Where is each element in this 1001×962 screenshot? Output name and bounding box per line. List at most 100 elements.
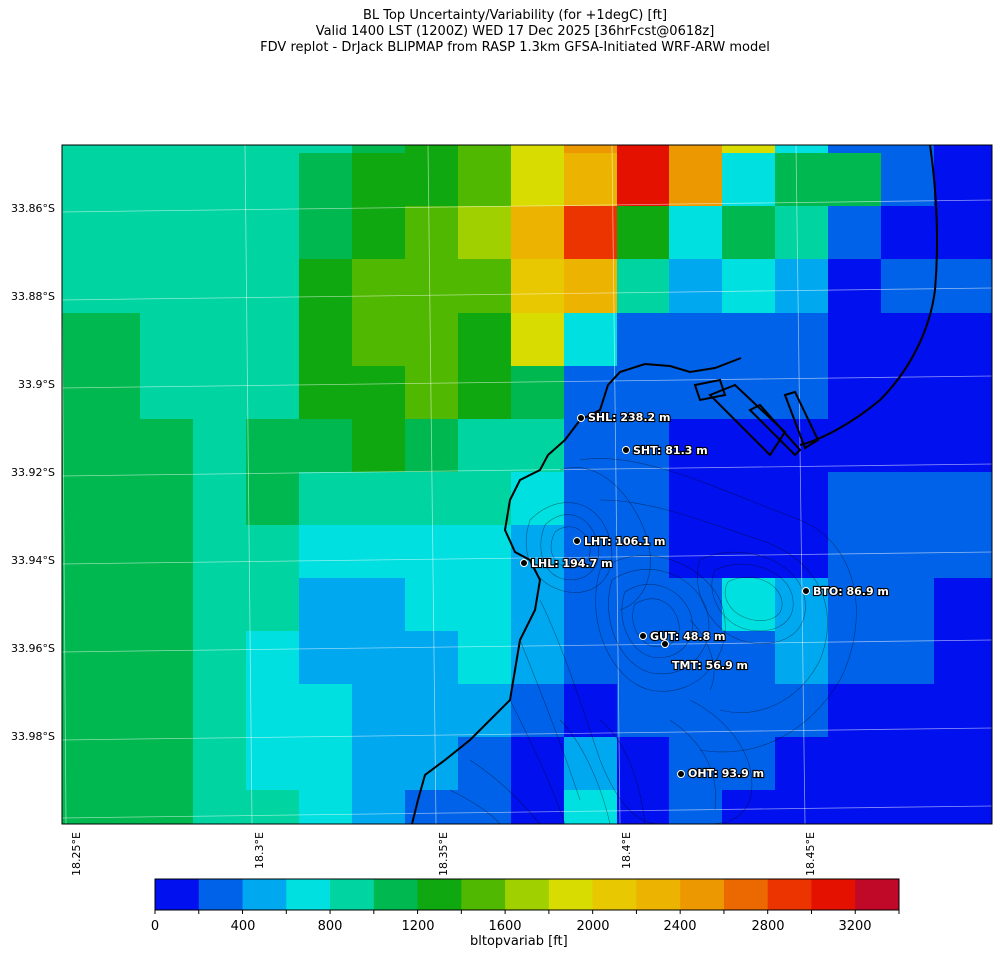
coastline-west xyxy=(411,357,742,824)
grid-cell xyxy=(352,525,406,579)
grid-cell xyxy=(934,366,992,420)
grid-cell xyxy=(722,790,776,824)
grid-cell xyxy=(458,145,512,154)
grid-cell xyxy=(775,790,829,824)
grid-cell xyxy=(405,578,459,632)
grid-cell xyxy=(722,631,776,685)
grid-cell xyxy=(881,259,935,314)
grid-cell xyxy=(405,153,459,207)
colorbar-tick: 400 xyxy=(231,919,256,934)
colorbar-swatch xyxy=(548,879,594,910)
grid-cell xyxy=(669,737,723,791)
grid-cell xyxy=(934,737,992,791)
grid-cell xyxy=(246,737,300,791)
grid-cell xyxy=(405,366,459,420)
grid-cell xyxy=(511,737,565,791)
colorbar-tick: 2400 xyxy=(663,919,696,934)
grid-cell xyxy=(458,631,512,685)
grid-cell xyxy=(617,525,670,579)
grid-cell xyxy=(511,259,565,314)
grid-cell xyxy=(564,366,618,420)
grid-cell xyxy=(564,419,618,473)
grid-cell xyxy=(140,737,194,791)
graticule xyxy=(62,145,992,824)
grid-cell xyxy=(352,145,406,154)
grid-cell xyxy=(617,206,670,260)
grid-cell xyxy=(669,419,723,473)
grid-cell xyxy=(458,206,512,260)
grid-cell xyxy=(934,631,992,685)
grid-cell xyxy=(458,737,512,791)
grid-cell xyxy=(246,790,300,824)
grid-cell xyxy=(934,472,992,526)
grid-cell xyxy=(62,684,141,738)
grid-cell xyxy=(669,259,723,314)
grid-cell xyxy=(140,525,194,579)
grid-cell xyxy=(934,153,992,207)
colorbar-label: bltopvariab [ft] xyxy=(470,934,568,949)
grid-cell xyxy=(193,790,247,824)
colorbar-tick: 0 xyxy=(151,919,159,934)
grid-cell xyxy=(775,737,829,791)
grid-cell xyxy=(722,313,776,367)
grid-cell xyxy=(62,145,141,154)
grid-cell xyxy=(352,366,406,420)
grid-cell xyxy=(405,259,459,314)
grid-cell xyxy=(881,525,935,579)
grid-cell xyxy=(669,153,723,207)
grid-cell xyxy=(669,631,723,685)
grid-cell xyxy=(722,578,776,632)
grid-cell xyxy=(564,145,618,154)
grid-cell xyxy=(511,578,565,632)
grid-cell xyxy=(140,472,194,526)
grid-cell xyxy=(458,419,512,473)
colorbar-swatch xyxy=(767,879,812,910)
colorbar-swatch xyxy=(417,879,462,910)
grid-cell xyxy=(62,578,141,632)
grid-cell xyxy=(352,578,406,632)
colorbar xyxy=(154,878,900,914)
grid-cell xyxy=(511,313,565,367)
grid-cell xyxy=(299,206,353,260)
grid-cell xyxy=(352,631,406,685)
grid-cell xyxy=(511,631,565,685)
grid-cell xyxy=(564,259,618,314)
grid-cell xyxy=(669,790,723,824)
grid-cell xyxy=(458,366,512,420)
grid-cell xyxy=(775,153,829,207)
grid-cell xyxy=(352,259,406,314)
grid-cell xyxy=(828,684,882,738)
grid-cell xyxy=(775,684,829,738)
grid-cell xyxy=(564,153,618,207)
grid-cell xyxy=(881,313,935,367)
grid-cell xyxy=(299,259,353,314)
grid-cell xyxy=(299,684,353,738)
grid-cell xyxy=(246,366,300,420)
station-markers: SHL: 238.2 m SHT: 81.3 m LHT: 106.1 m LHL: … xyxy=(520,410,890,781)
grid-cell xyxy=(352,419,406,473)
grid-cell xyxy=(299,578,353,632)
grid-cell xyxy=(564,631,618,685)
colorbar-tick: 800 xyxy=(318,919,343,934)
grid-cell xyxy=(299,790,353,824)
lon-label: 18.25°E xyxy=(70,832,83,876)
grid-cell xyxy=(669,684,723,738)
grid-cell xyxy=(352,206,406,260)
grid-cell xyxy=(246,684,300,738)
colorbar-tick: 2800 xyxy=(751,919,784,934)
colorbar-swatch xyxy=(330,879,375,910)
colorbar-swatch xyxy=(723,879,769,910)
grid-cell xyxy=(193,419,247,473)
grid-cell xyxy=(299,145,353,154)
grid-cell xyxy=(722,737,776,791)
grid-cell xyxy=(564,578,618,632)
grid-cell xyxy=(934,313,992,367)
variability-grid xyxy=(62,145,992,824)
grid-cell xyxy=(140,419,194,473)
grid-cell xyxy=(617,578,670,632)
grid-cell xyxy=(722,259,776,314)
grid-cell xyxy=(299,313,353,367)
grid-cell xyxy=(617,472,670,526)
lat-label: 33.96°S xyxy=(11,642,55,655)
grid-cell xyxy=(246,206,300,260)
